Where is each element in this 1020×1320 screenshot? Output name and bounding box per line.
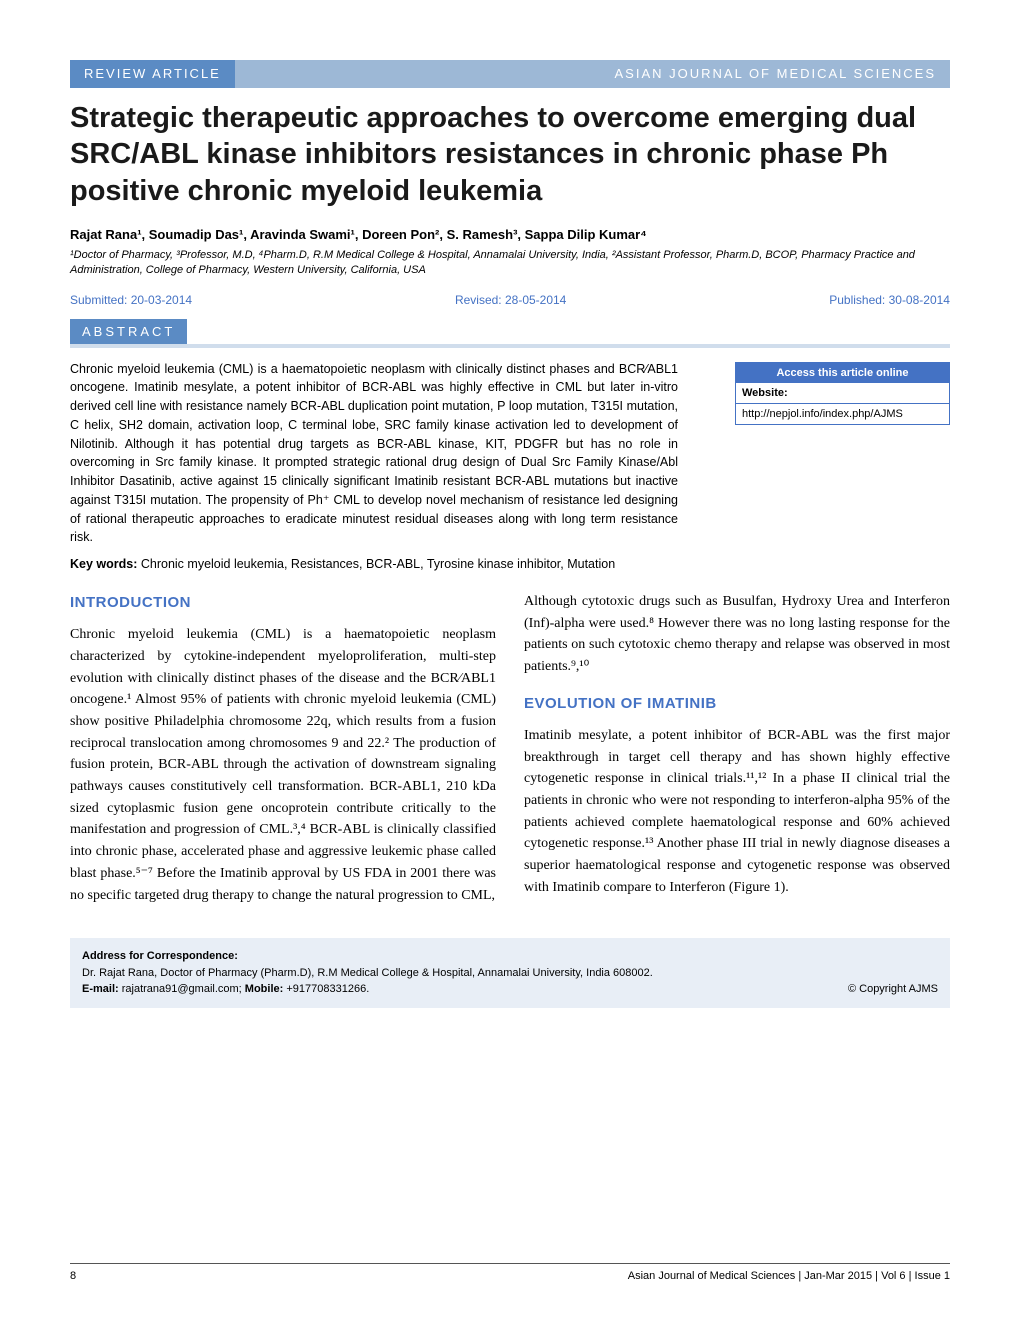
email-label: E-mail: [82,983,119,995]
mobile-value: +917708331266. [283,983,369,995]
right-column: Although cytotoxic drugs such as Busulfa… [524,591,950,920]
submitted-date: Submitted: 20-03-2014 [70,293,192,307]
abstract-section: ABSTRACT Chronic myeloid leukemia (CML) … [70,319,950,572]
abstract-text: Chronic myeloid leukemia (CML) is a haem… [70,360,678,548]
abstract-label: ABSTRACT [70,319,187,344]
correspondence-box: Address for Correspondence: Dr. Rajat Ra… [70,938,950,1008]
col2-paragraph-1: Although cytotoxic drugs such as Busulfa… [524,591,950,678]
keywords-label: Key words: [70,557,137,571]
evolution-paragraph: Imatinib mesylate, a potent inhibitor of… [524,725,950,899]
published-date: Published: 30-08-2014 [829,293,950,307]
access-box: Access this article online Website: http… [735,362,950,425]
website-url[interactable]: http://nepjol.info/index.php/AJMS [736,404,949,424]
correspondence-text: Dr. Rajat Rana, Doctor of Pharmacy (Phar… [82,967,653,979]
body-columns: INTRODUCTION Chronic myeloid leukemia (C… [70,591,950,920]
left-column: INTRODUCTION Chronic myeloid leukemia (C… [70,591,496,920]
introduction-paragraph: Chronic myeloid leukemia (CML) is a haem… [70,624,496,906]
mobile-label: Mobile: [245,983,284,995]
access-title: Access this article online [736,363,949,383]
page-footer: 8 Asian Journal of Medical Sciences | Ja… [70,1263,950,1282]
header-bar: REVIEW ARTICLE ASIAN JOURNAL OF MEDICAL … [70,60,950,88]
dates-row: Submitted: 20-03-2014 Revised: 28-05-201… [70,293,950,311]
revised-date: Revised: 28-05-2014 [455,293,566,307]
evolution-heading: EVOLUTION OF IMATINIB [524,692,950,715]
article-title: Strategic therapeutic approaches to over… [70,100,950,209]
keywords: Key words: Chronic myeloid leukemia, Res… [70,557,678,571]
affiliations: ¹Doctor of Pharmacy, ³Professor, M.D, ⁴P… [70,248,950,279]
email-value: rajatrana91@gmail.com; [119,983,245,995]
authors-list: Rajat Rana¹, Soumadip Das¹, Aravinda Swa… [70,227,950,242]
abstract-divider [70,344,950,348]
introduction-heading: INTRODUCTION [70,591,496,614]
article-type-label: REVIEW ARTICLE [70,60,235,88]
journal-name-header: ASIAN JOURNAL OF MEDICAL SCIENCES [235,60,950,88]
correspondence-label: Address for Correspondence: [82,950,238,962]
keywords-text: Chronic myeloid leukemia, Resistances, B… [137,557,615,571]
website-label: Website: [736,383,949,404]
journal-footer: Asian Journal of Medical Sciences | Jan-… [628,1270,950,1282]
copyright-text: © Copyright AJMS [848,981,938,998]
page-number: 8 [70,1270,76,1282]
